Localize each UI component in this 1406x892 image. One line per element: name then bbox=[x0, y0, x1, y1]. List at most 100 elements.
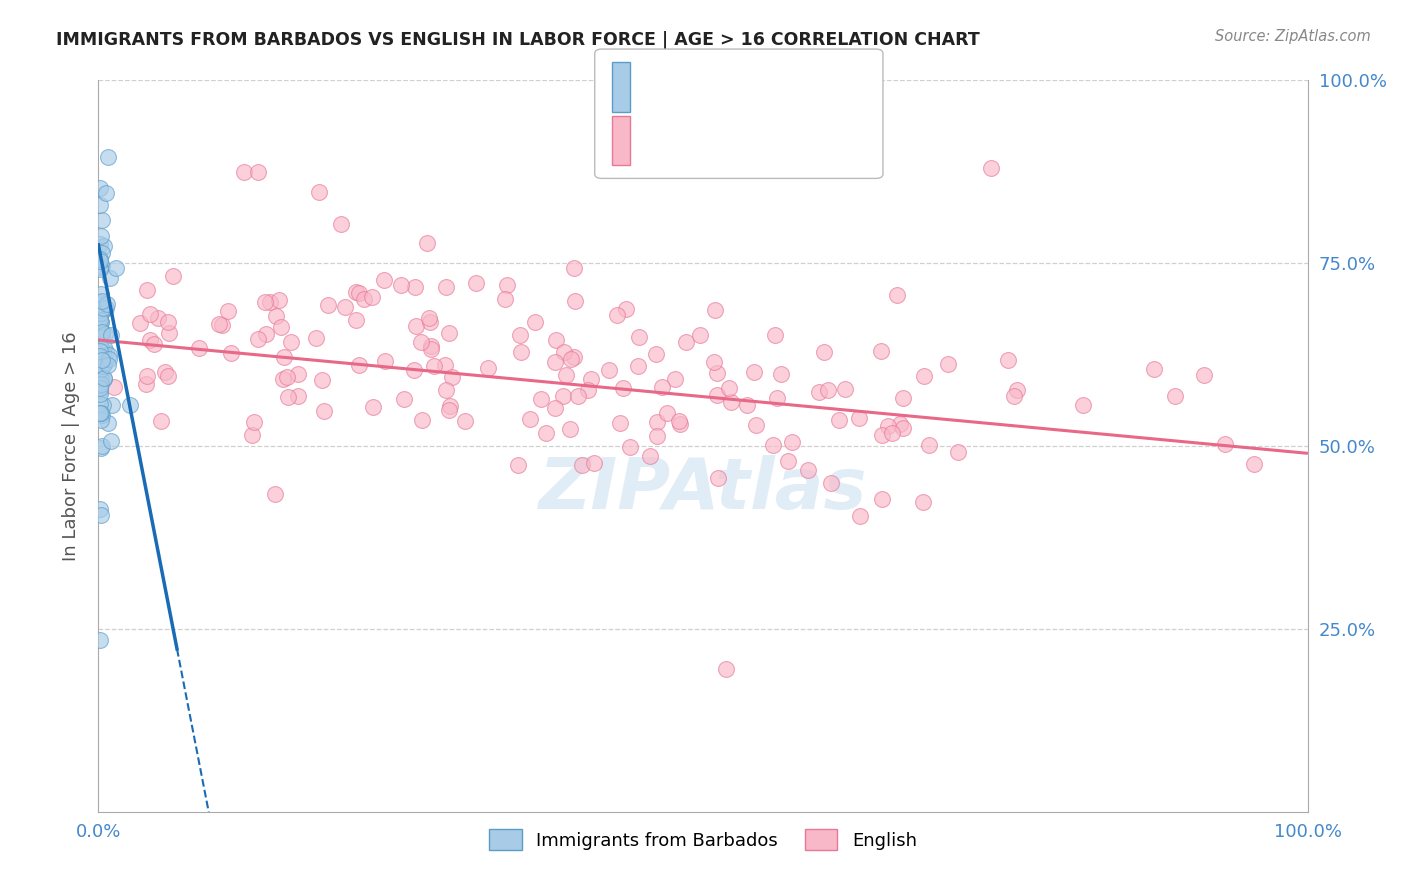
Point bbox=[918, 438, 941, 452]
Point bbox=[891, 391, 914, 405]
Y-axis label: In Labor Force | Age > 16: In Labor Force | Age > 16 bbox=[62, 331, 80, 561]
Point bbox=[581, 372, 603, 386]
Point bbox=[89, 296, 111, 310]
Point bbox=[434, 383, 457, 397]
Point bbox=[742, 365, 765, 379]
Point bbox=[217, 304, 239, 318]
Point bbox=[508, 458, 530, 473]
Point bbox=[139, 307, 162, 321]
Point bbox=[90, 315, 112, 329]
Point bbox=[576, 383, 599, 397]
Point bbox=[333, 300, 356, 314]
Point bbox=[437, 326, 460, 340]
Point bbox=[91, 325, 114, 339]
Point bbox=[553, 345, 575, 359]
Point bbox=[530, 392, 553, 407]
Point bbox=[90, 362, 112, 376]
Point bbox=[89, 362, 111, 376]
Point bbox=[89, 381, 111, 395]
Point bbox=[89, 296, 111, 310]
Point bbox=[89, 295, 111, 310]
Point bbox=[389, 277, 412, 292]
Point bbox=[439, 400, 461, 414]
Text: R = -0.473   N =  85: R = -0.473 N = 85 bbox=[637, 78, 828, 96]
Point bbox=[267, 293, 290, 307]
Point bbox=[441, 370, 464, 384]
Point bbox=[870, 428, 893, 442]
Point bbox=[105, 261, 128, 276]
Point bbox=[100, 434, 122, 448]
Point bbox=[90, 229, 112, 244]
Point bbox=[208, 317, 231, 331]
Point bbox=[735, 398, 758, 412]
Point bbox=[645, 429, 668, 443]
Point bbox=[150, 414, 173, 428]
Point bbox=[344, 312, 367, 326]
Point bbox=[374, 354, 396, 368]
Point bbox=[344, 285, 367, 299]
Legend: Immigrants from Barbados, English: Immigrants from Barbados, English bbox=[482, 822, 924, 857]
Point bbox=[93, 357, 115, 371]
Point bbox=[91, 260, 114, 274]
Point bbox=[886, 288, 908, 302]
Point bbox=[308, 185, 330, 199]
Point bbox=[97, 416, 120, 430]
Point bbox=[494, 293, 516, 307]
Point bbox=[437, 403, 460, 417]
Point bbox=[703, 355, 725, 369]
Point bbox=[93, 355, 115, 369]
Point bbox=[762, 438, 785, 452]
Point bbox=[232, 164, 254, 178]
Point bbox=[139, 333, 162, 347]
Point bbox=[287, 367, 309, 381]
Point bbox=[1192, 368, 1215, 382]
Point bbox=[718, 381, 741, 395]
Point bbox=[361, 400, 384, 414]
Point bbox=[89, 260, 111, 275]
Point bbox=[560, 352, 582, 367]
Point bbox=[280, 334, 302, 349]
Point bbox=[90, 413, 112, 427]
Point bbox=[807, 384, 830, 399]
Point bbox=[813, 344, 835, 359]
Point bbox=[89, 197, 111, 211]
Point bbox=[655, 406, 678, 420]
Point bbox=[544, 401, 567, 416]
Point bbox=[1213, 436, 1236, 450]
Point bbox=[433, 358, 456, 372]
Point bbox=[305, 331, 328, 345]
Point bbox=[157, 369, 180, 384]
Point bbox=[638, 450, 661, 464]
Point bbox=[562, 351, 585, 365]
Point bbox=[1071, 398, 1094, 412]
Point bbox=[93, 327, 115, 342]
Point bbox=[273, 350, 295, 364]
Point bbox=[89, 327, 111, 342]
Point bbox=[100, 327, 122, 342]
Point bbox=[253, 294, 276, 309]
Point bbox=[423, 359, 446, 374]
Point bbox=[912, 368, 935, 383]
Point bbox=[706, 366, 728, 380]
Point bbox=[91, 398, 114, 412]
Point bbox=[135, 284, 157, 298]
Point bbox=[571, 458, 593, 472]
Point bbox=[89, 349, 111, 363]
Point bbox=[361, 289, 384, 303]
Point bbox=[91, 293, 114, 308]
Point bbox=[880, 425, 903, 440]
Point bbox=[211, 318, 233, 332]
Point bbox=[89, 262, 111, 277]
Point bbox=[90, 246, 112, 260]
Point bbox=[118, 398, 141, 412]
Point bbox=[411, 413, 433, 427]
Point bbox=[90, 305, 112, 319]
Point bbox=[870, 343, 893, 358]
Point bbox=[946, 445, 969, 459]
Point bbox=[544, 354, 567, 368]
Point bbox=[94, 186, 117, 201]
Point bbox=[318, 298, 340, 312]
Point bbox=[544, 333, 567, 347]
Point bbox=[464, 276, 486, 290]
Point bbox=[90, 406, 112, 420]
